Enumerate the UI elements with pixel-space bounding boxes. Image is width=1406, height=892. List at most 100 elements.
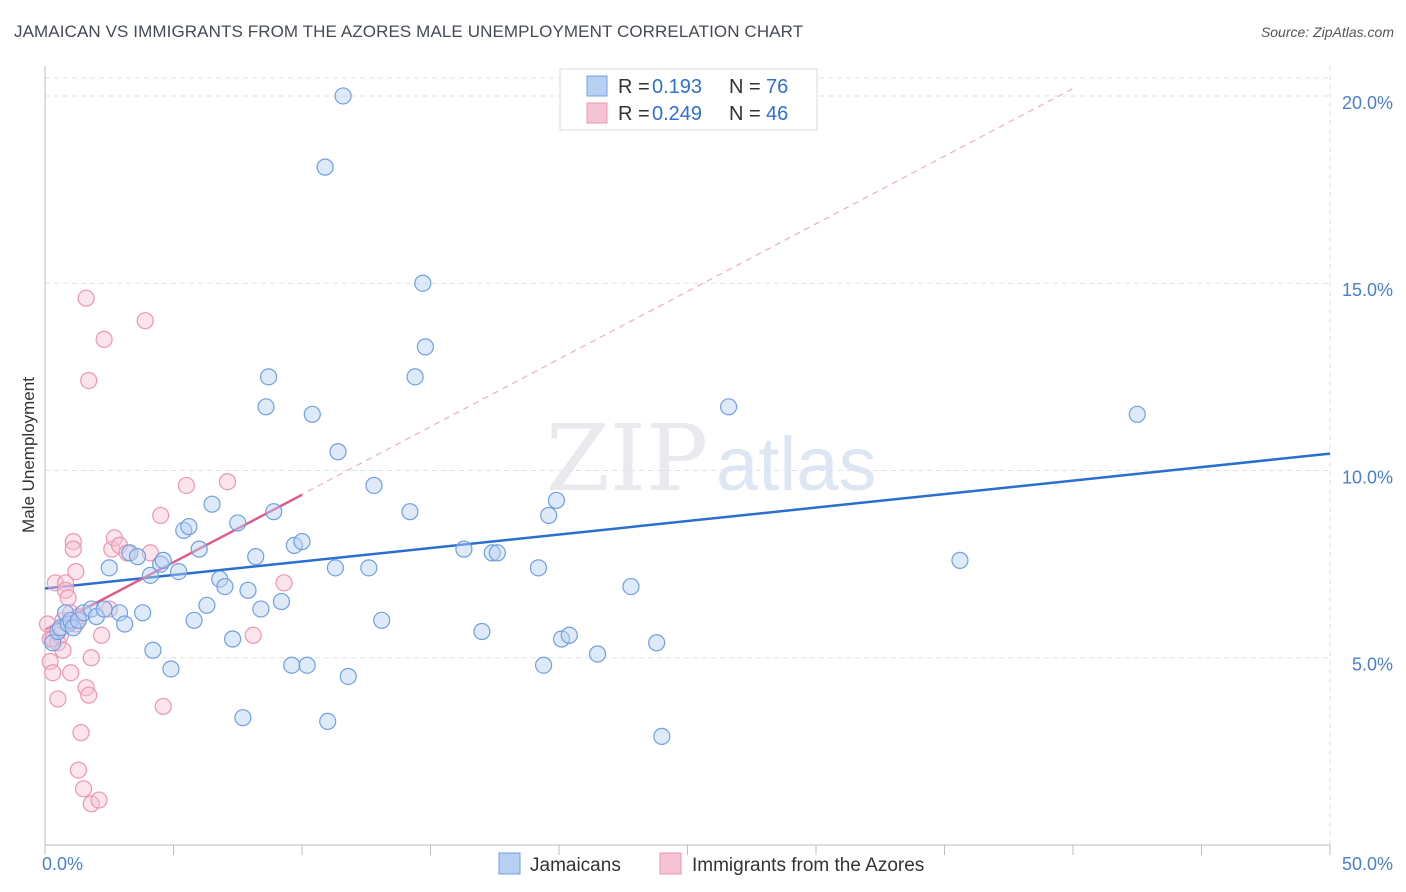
point-azores-23 <box>74 780 93 798</box>
point-jamaicans-12 <box>100 559 118 577</box>
point-jamaicans-32 <box>224 630 242 648</box>
watermark-zip: ZIP <box>546 405 708 512</box>
point-jamaicans-69 <box>560 626 578 644</box>
point-jamaicans-58 <box>414 274 432 292</box>
point-jamaicans-18 <box>141 566 159 584</box>
point-azores-38 <box>136 312 154 330</box>
point-jamaicans-53 <box>360 559 378 577</box>
point-jamaicans-72 <box>648 634 666 652</box>
point-azores-3 <box>44 664 62 682</box>
x-tick-label-1: 50.0% <box>1342 854 1393 874</box>
series-legend-swatch-azores <box>659 852 682 875</box>
point-jamaicans-25 <box>180 518 198 536</box>
point-azores-32 <box>95 330 113 348</box>
point-jamaicans-62 <box>483 544 501 562</box>
zipatlas-watermark: ZIP atlas <box>546 405 877 512</box>
legend-swatch-jamaicans <box>586 75 608 97</box>
point-azores-42 <box>177 476 195 495</box>
point-jamaicans-27 <box>190 540 208 558</box>
point-jamaicans-0 <box>44 634 62 652</box>
point-jamaicans-49 <box>326 559 345 577</box>
y-axis-label: Male Unemployment <box>19 377 38 533</box>
point-jamaicans-31 <box>216 577 234 596</box>
legend-r-label-1: R = <box>618 76 650 98</box>
y-tick-label-2: 15.0% <box>1342 280 1393 300</box>
point-azores-31 <box>92 626 111 644</box>
legend-n-value-1: 76 <box>766 76 788 98</box>
point-jamaicans-51 <box>334 87 352 105</box>
point-jamaicans-73 <box>653 727 671 745</box>
point-jamaicans-56 <box>401 503 419 521</box>
point-jamaicans-70 <box>588 645 607 663</box>
point-jamaicans-41 <box>272 592 291 611</box>
point-jamaicans-59 <box>416 338 434 356</box>
point-jamaicans-50 <box>329 443 347 461</box>
legend-n-label-1: N = <box>729 76 761 98</box>
trend-line-azores <box>44 493 303 631</box>
point-azores-13 <box>59 589 77 607</box>
point-jamaicans-47 <box>316 158 334 176</box>
point-azores-18 <box>67 563 85 581</box>
point-azores-41 <box>152 506 170 525</box>
point-jamaicans-11 <box>95 600 113 618</box>
point-azores-43 <box>218 473 237 491</box>
y-tick-label-0: 5.0% <box>1352 655 1393 675</box>
point-jamaicans-35 <box>239 581 257 599</box>
point-jamaicans-75 <box>951 551 969 569</box>
trend-line-jamaicans <box>44 452 1331 590</box>
point-jamaicans-65 <box>534 656 553 674</box>
point-jamaicans-14 <box>116 615 134 633</box>
point-azores-22 <box>72 724 90 742</box>
point-jamaicans-39 <box>259 368 278 386</box>
y-tick-label-3: 20.0% <box>1342 93 1393 113</box>
point-azores-26 <box>80 686 98 704</box>
point-jamaicans-60 <box>455 540 473 558</box>
trend-lines <box>44 87 1331 631</box>
point-jamaicans-64 <box>529 559 548 577</box>
point-azores-17 <box>64 540 82 558</box>
chart-title: JAMAICAN VS IMMIGRANTS FROM THE AZORES M… <box>14 22 804 41</box>
point-jamaicans-13 <box>110 604 129 622</box>
series-legend: Jamaicans Immigrants from the Azores <box>498 852 924 876</box>
point-azores-21 <box>69 761 88 779</box>
legend-r-value-1: 0.193 <box>652 76 702 98</box>
point-jamaicans-44 <box>293 533 311 551</box>
point-jamaicans-38 <box>257 398 275 416</box>
point-jamaicans-71 <box>622 577 640 596</box>
point-jamaicans-21 <box>154 551 172 569</box>
point-azores-2 <box>41 652 59 671</box>
point-jamaicans-26 <box>185 611 203 629</box>
point-jamaicans-42 <box>283 656 301 674</box>
point-jamaicans-36 <box>247 548 265 566</box>
point-azores-45 <box>275 574 293 592</box>
point-jamaicans-28 <box>198 596 216 614</box>
point-jamaicans-17 <box>134 604 152 622</box>
series-legend-label-azores: Immigrants from the Azores <box>692 855 924 876</box>
point-jamaicans-40 <box>265 503 283 521</box>
legend-r-value-2: 0.249 <box>652 103 702 125</box>
point-jamaicans-46 <box>303 405 321 423</box>
trend-line-azores-extended <box>44 87 1074 631</box>
point-jamaicans-55 <box>373 611 391 629</box>
point-azores-24 <box>77 289 95 307</box>
watermark-atlas: atlas <box>716 422 877 507</box>
point-azores-27 <box>80 371 98 390</box>
point-jamaicans-66 <box>540 506 558 525</box>
point-azores-29 <box>82 649 100 667</box>
point-jamaicans-74 <box>720 398 738 416</box>
point-jamaicans-29 <box>203 495 221 513</box>
point-jamaicans-16 <box>128 548 147 566</box>
point-jamaicans-37 <box>252 600 270 618</box>
point-azores-44 <box>244 626 262 644</box>
point-jamaicans-61 <box>473 622 491 641</box>
point-jamaicans-34 <box>234 709 252 727</box>
y-tick-label-1: 10.0% <box>1342 467 1393 487</box>
point-jamaicans-48 <box>319 712 337 731</box>
source-credit: Source: ZipAtlas.com <box>1260 24 1394 40</box>
point-jamaicans-22 <box>162 660 180 678</box>
y-tick-labels: 5.0% 10.0% 15.0% 20.0% <box>1342 93 1393 675</box>
x-tick-label-0: 0.0% <box>42 854 83 874</box>
point-jamaicans-63 <box>488 544 506 562</box>
series-legend-swatch-jamaicans <box>498 852 521 875</box>
